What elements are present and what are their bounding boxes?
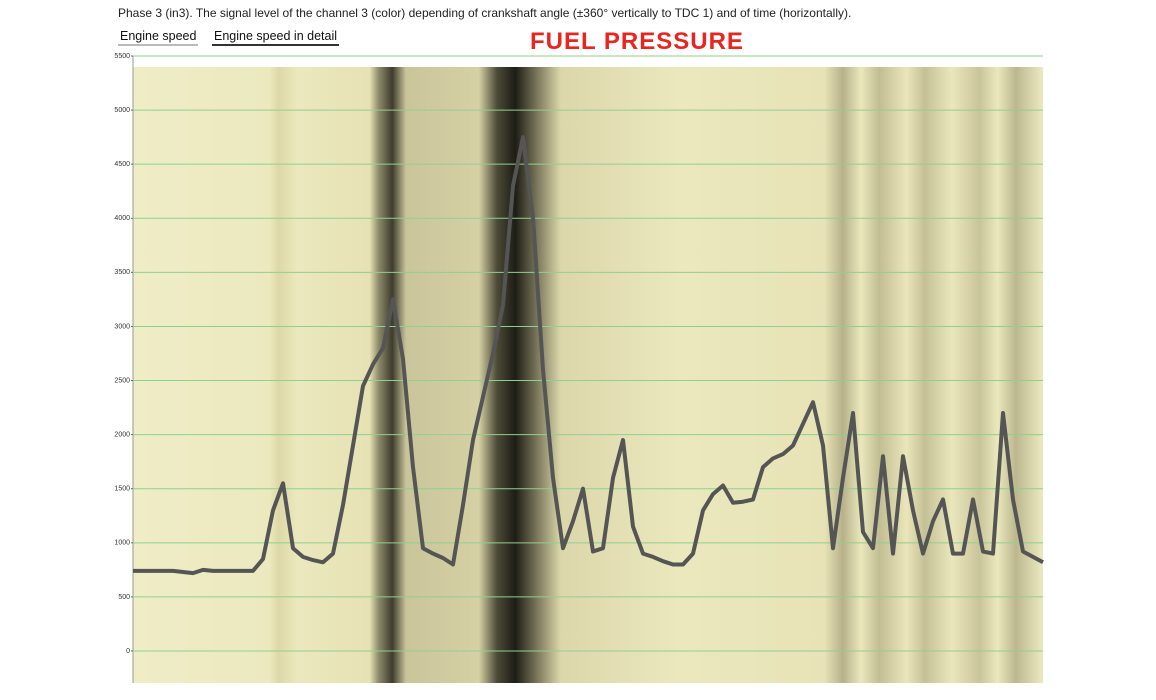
y-tick-label: 4500: [114, 161, 130, 168]
y-tick-label: 5500: [114, 53, 130, 60]
tab[interactable]: Engine speed in detail: [212, 29, 340, 46]
header: Phase 3 (in3). The signal level of the c…: [118, 6, 852, 20]
y-tick-label: 2500: [114, 377, 130, 384]
y-tick-label: 0: [126, 648, 130, 655]
y-tick-label: 3000: [114, 323, 130, 330]
y-tick-label: 3500: [114, 269, 130, 276]
y-tick-label: 1000: [114, 540, 130, 547]
signal-background: [133, 67, 1043, 683]
y-tick-label: 4000: [114, 215, 130, 222]
series-line: [133, 135, 1044, 576]
tab[interactable]: Engine speed: [118, 29, 199, 46]
y-tick-label: 500: [118, 594, 130, 601]
y-tick-label: 1500: [114, 486, 130, 493]
y-tick-label: 5000: [114, 107, 130, 114]
y-tick-label: 2000: [114, 431, 130, 438]
chart-title: FUEL PRESSURE: [530, 28, 744, 55]
